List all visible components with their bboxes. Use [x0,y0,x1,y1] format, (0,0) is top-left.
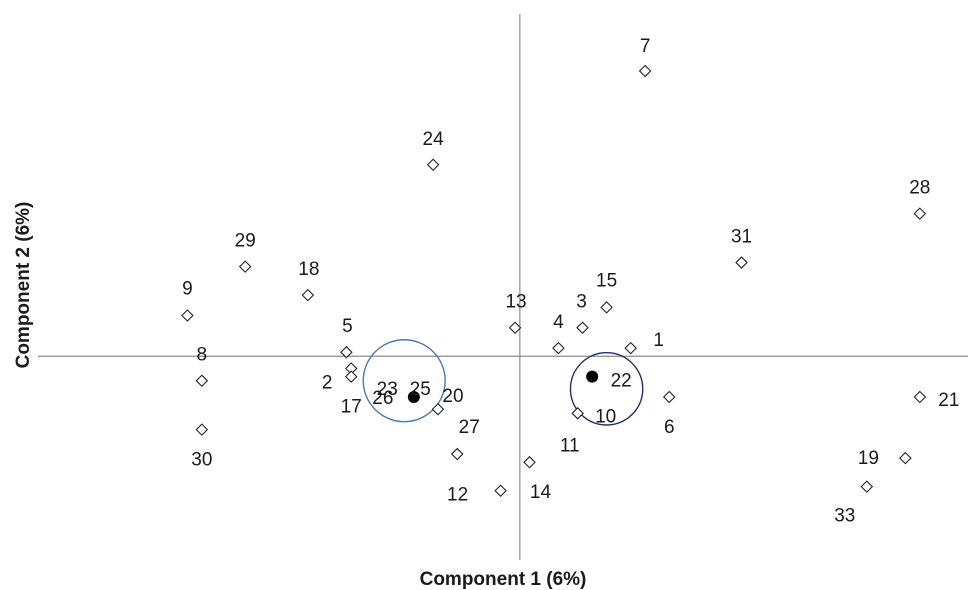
point-label-30: 30 [191,450,212,471]
point-label-20: 20 [442,386,463,407]
point-label-19: 19 [858,448,879,469]
point-label-33: 33 [834,506,855,527]
point-label-21: 21 [938,390,959,411]
x-axis-title: Component 1 (6%) [420,569,587,590]
point-marker-4 [552,341,565,355]
point-label-26: 26 [372,388,393,409]
point-label-22: 22 [611,371,632,392]
point-label-14: 14 [530,482,552,503]
point-marker-5 [340,345,353,359]
point-label-2: 2 [322,372,333,393]
point-marker-27 [450,447,464,461]
point-marker-12 [494,484,507,498]
point-label-1: 1 [653,330,664,351]
point-marker-6 [662,390,676,404]
point-marker-30 [195,423,209,436]
point-marker-1 [624,341,637,355]
point-marker-24 [426,158,440,172]
point-marker-14 [523,455,536,469]
point-label-6: 6 [664,417,675,438]
point-marker-22 [586,370,599,383]
point-marker-10 [571,407,584,420]
cluster-circles [362,339,644,426]
point-marker-15 [600,301,613,314]
point-label-9: 9 [182,279,193,300]
cluster-circle-23-26 [362,339,446,423]
point-label-8: 8 [197,345,208,366]
point-marker-18 [301,288,315,302]
cluster-circle-22-10 [569,352,644,426]
point-label-10: 10 [595,406,616,427]
point-marker-7 [638,64,652,78]
point-marker-13 [508,321,522,335]
point-label-18: 18 [298,259,319,280]
point-label-5: 5 [342,316,353,337]
point-marker-33 [860,480,874,493]
point-marker-20 [431,402,445,416]
point-marker-21 [913,390,927,404]
point-marker-31 [735,256,748,269]
point-label-29: 29 [235,231,256,252]
point-label-28: 28 [909,178,930,199]
point-label-12: 12 [447,485,468,506]
point-marker-9 [181,309,194,322]
point-marker-3 [576,321,589,335]
y-axis-title: Component 2 (6%) [13,202,34,369]
point-label-24: 24 [423,129,445,150]
point-label-17: 17 [341,397,362,418]
point-marker-26 [407,391,420,404]
point-marker-28 [913,207,927,220]
data-points [181,64,927,498]
axes [38,14,968,560]
point-label-3: 3 [576,292,587,313]
point-label-27: 27 [459,417,480,438]
point-label-15: 15 [596,270,617,291]
point-label-13: 13 [505,292,526,313]
point-marker-19 [899,451,912,465]
point-label-25: 25 [410,379,431,400]
point-marker-8 [195,374,209,387]
point-label-23: 23 [377,379,398,400]
point-label-31: 31 [731,227,752,248]
point-marker-17 [344,370,358,383]
point-label-11: 11 [560,435,580,456]
point-label-4: 4 [553,312,564,333]
point-marker-29 [238,260,252,273]
point-label-7: 7 [640,36,651,57]
